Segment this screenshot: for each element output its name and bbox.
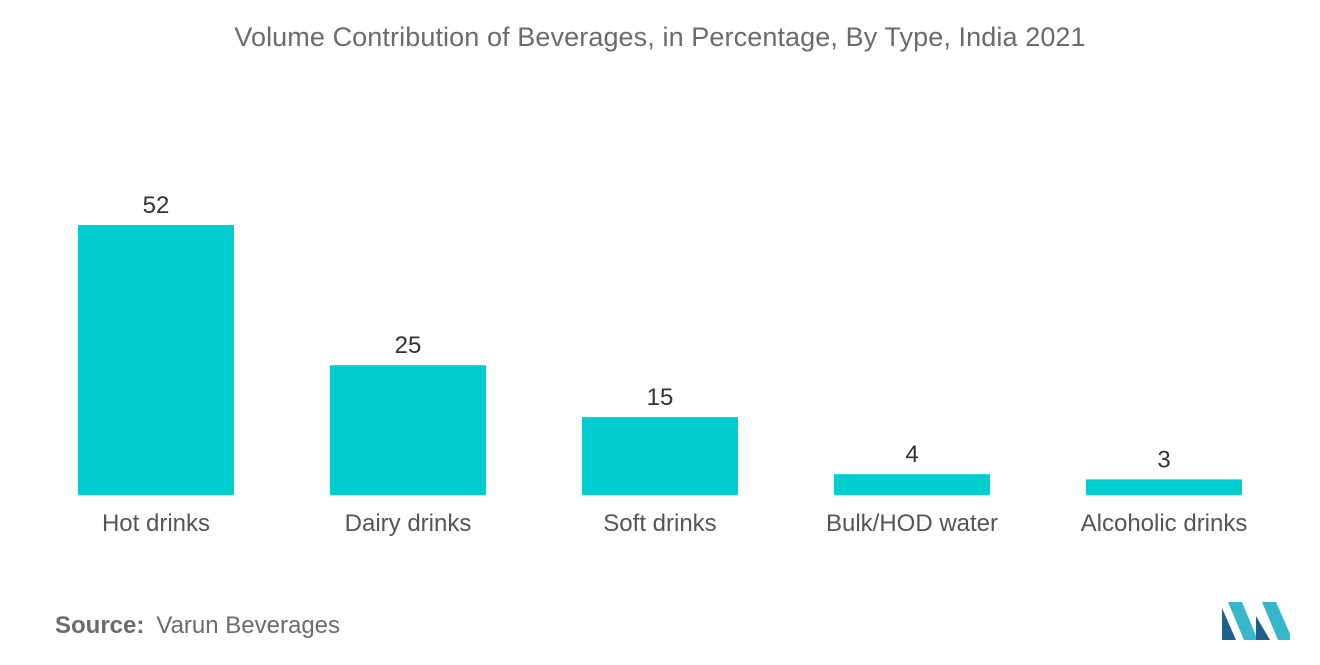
category-labels-layer: Hot drinks Dairy drinks Soft drinks Bulk/HO… — [102, 510, 1247, 537]
logo-shape-left — [1222, 608, 1236, 640]
value-label-0: 52 — [143, 192, 170, 219]
bar-0 — [78, 225, 234, 495]
bar-3 — [834, 474, 990, 495]
bar-chart: 52 25 15 4 3 Hot drinks Dairy drinks Soft drin… — [78, 192, 1247, 537]
mordor-intelligence-logo-icon — [1222, 602, 1290, 640]
logo-shape-mid-left — [1228, 602, 1256, 640]
source-text: Varun Beverages — [156, 612, 341, 639]
value-label-4: 3 — [1157, 446, 1170, 473]
bar-2 — [582, 417, 738, 495]
bar-4 — [1086, 479, 1242, 495]
chart-title: Volume Contribution of Beverages, in Per… — [234, 22, 1086, 52]
bars-layer — [78, 225, 1242, 495]
value-label-1: 25 — [395, 332, 422, 359]
category-label-4: Alcoholic drinks — [1081, 510, 1248, 537]
category-label-1: Dairy drinks — [345, 510, 472, 537]
bar-1 — [330, 365, 486, 495]
logo-shape-right — [1262, 602, 1290, 640]
source-label: Source: — [55, 612, 145, 639]
source-note: Source: Varun Beverages — [55, 612, 340, 640]
category-label-2: Soft drinks — [603, 510, 716, 537]
value-label-3: 4 — [905, 441, 918, 468]
value-labels-layer: 52 25 15 4 3 — [143, 192, 1171, 473]
category-label-0: Hot drinks — [102, 510, 210, 537]
value-label-2: 15 — [647, 384, 674, 411]
category-label-3: Bulk/HOD water — [826, 510, 998, 537]
logo-shape-mid-right — [1256, 616, 1270, 640]
